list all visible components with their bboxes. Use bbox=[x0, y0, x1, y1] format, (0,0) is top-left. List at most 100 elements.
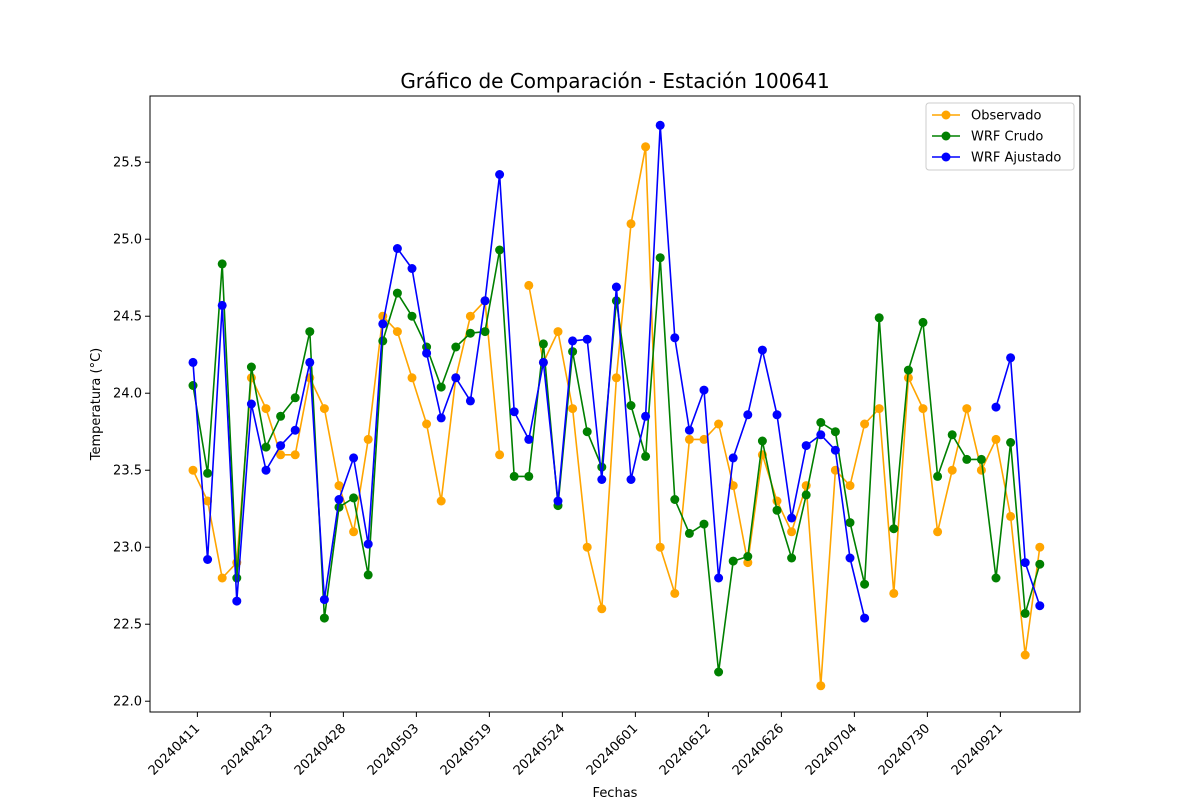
legend-item: Observado bbox=[932, 109, 1042, 124]
data-point bbox=[611, 373, 621, 383]
data-point bbox=[816, 430, 826, 440]
data-point bbox=[524, 434, 534, 444]
data-point bbox=[1020, 650, 1030, 660]
data-point bbox=[684, 528, 694, 538]
data-point bbox=[538, 357, 548, 367]
data-point bbox=[509, 471, 519, 481]
data-point bbox=[830, 445, 840, 455]
data-point bbox=[305, 327, 315, 337]
data-point bbox=[232, 596, 242, 606]
data-point bbox=[1006, 353, 1016, 363]
data-point bbox=[451, 342, 461, 352]
data-point bbox=[568, 404, 578, 414]
data-point bbox=[699, 434, 709, 444]
data-point bbox=[524, 280, 534, 290]
data-point bbox=[378, 319, 388, 329]
data-point bbox=[276, 450, 286, 460]
data-point bbox=[276, 441, 286, 451]
data-point bbox=[334, 495, 344, 504]
data-point bbox=[597, 475, 607, 484]
data-point bbox=[816, 418, 826, 427]
data-point bbox=[874, 404, 884, 414]
legend-label: Observado bbox=[971, 109, 1042, 124]
data-point bbox=[582, 427, 592, 437]
legend-box bbox=[925, 102, 1075, 171]
data-point bbox=[188, 465, 198, 475]
y-tick-label: 22.5 bbox=[113, 618, 142, 633]
data-point bbox=[801, 441, 811, 451]
data-point bbox=[976, 465, 986, 475]
data-point bbox=[319, 404, 329, 414]
data-point bbox=[845, 553, 855, 563]
data-point bbox=[422, 348, 432, 358]
x-axis-label: Fechas bbox=[593, 786, 638, 800]
chart-title: Gráfico de Comparación - Estación 100641 bbox=[400, 69, 829, 93]
data-point bbox=[933, 527, 943, 537]
data-point bbox=[363, 539, 373, 549]
data-point bbox=[787, 527, 797, 537]
data-point bbox=[874, 313, 884, 323]
data-point bbox=[568, 336, 578, 346]
data-point bbox=[655, 253, 665, 263]
y-tick-label: 22.0 bbox=[113, 695, 142, 710]
data-point bbox=[714, 573, 724, 583]
data-point bbox=[290, 450, 300, 460]
data-point bbox=[728, 481, 738, 491]
data-point bbox=[217, 573, 227, 583]
data-point bbox=[290, 425, 300, 435]
data-point bbox=[319, 595, 329, 605]
data-point bbox=[246, 362, 256, 372]
data-point bbox=[611, 296, 621, 306]
data-point bbox=[889, 588, 899, 598]
data-point bbox=[509, 407, 519, 417]
data-point bbox=[436, 382, 446, 392]
y-axis: 22.0 22.5 23.0 23.5 24.0 24.5 25.0 25.5 bbox=[113, 156, 150, 710]
data-point bbox=[728, 556, 738, 566]
data-point bbox=[626, 219, 636, 229]
series-line bbox=[995, 356, 1041, 606]
data-point bbox=[422, 419, 432, 429]
series-wrf-ajustado bbox=[188, 120, 1045, 623]
data-point bbox=[319, 613, 329, 623]
data-point bbox=[217, 259, 227, 269]
data-point bbox=[962, 454, 972, 464]
data-point bbox=[699, 519, 709, 529]
data-point bbox=[349, 527, 359, 537]
data-point bbox=[757, 345, 767, 355]
data-point bbox=[495, 170, 505, 179]
legend-item: WRF Ajustado bbox=[932, 151, 1061, 166]
data-point bbox=[845, 518, 855, 528]
data-point bbox=[947, 430, 957, 440]
data-point bbox=[860, 419, 870, 429]
data-point bbox=[203, 555, 213, 564]
data-point bbox=[363, 434, 373, 444]
data-point bbox=[465, 396, 475, 406]
series-wrf-crudo bbox=[188, 245, 1045, 677]
legend-marker bbox=[941, 131, 951, 141]
data-point bbox=[582, 542, 592, 552]
y-tick-label: 24.0 bbox=[113, 387, 142, 402]
data-point bbox=[407, 373, 417, 383]
y-tick-label: 24.5 bbox=[113, 310, 142, 325]
legend-label: WRF Ajustado bbox=[971, 151, 1061, 166]
data-point bbox=[670, 495, 680, 504]
data-point bbox=[524, 471, 534, 481]
data-point bbox=[349, 453, 359, 463]
data-point bbox=[480, 327, 490, 337]
data-point bbox=[392, 327, 402, 337]
data-point bbox=[203, 496, 213, 506]
data-point bbox=[626, 475, 636, 484]
data-point bbox=[495, 245, 505, 255]
data-point bbox=[1035, 542, 1045, 552]
data-point bbox=[261, 404, 271, 414]
data-point bbox=[480, 296, 490, 306]
data-point bbox=[261, 442, 271, 452]
data-point bbox=[655, 120, 665, 130]
data-point bbox=[305, 357, 315, 367]
data-point bbox=[1006, 511, 1016, 521]
data-point bbox=[626, 401, 636, 410]
data-point bbox=[991, 434, 1001, 444]
data-point bbox=[553, 327, 563, 337]
data-point bbox=[918, 317, 928, 327]
y-tick-label: 25.5 bbox=[113, 156, 142, 171]
